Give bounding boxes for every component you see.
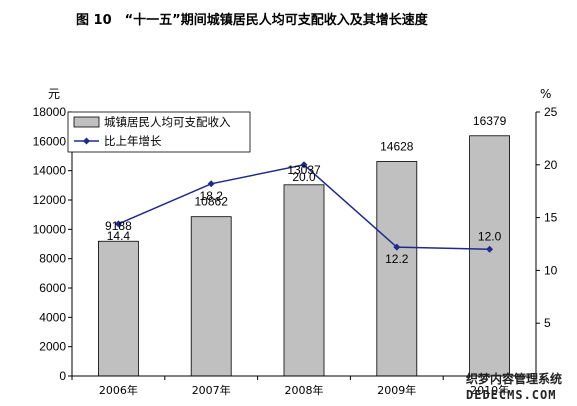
legend-bar-swatch [73, 116, 100, 128]
x-tick-label: 2009年 [377, 383, 416, 397]
line-point [114, 220, 122, 228]
bar-value-label: 10862 [195, 195, 229, 209]
legend-bar-label: 城镇居民人均可支配收入 [104, 115, 231, 129]
left-tick-label: 0 [59, 369, 66, 383]
line-value-label: 20.0 [292, 170, 316, 184]
line-point [393, 243, 401, 251]
watermark-line1: 织梦内容管理系统 [466, 371, 562, 386]
watermark-line2: DEDECMS.COM [466, 388, 556, 402]
left-tick-label: 12000 [33, 193, 67, 207]
legend-line-marker [83, 137, 90, 145]
left-tick-label: 14000 [33, 164, 67, 178]
bar [190, 216, 232, 377]
axes: 0 2000 4000 6000 8000 10000 12000 14000 16000 180… [33, 105, 558, 397]
line-point [300, 161, 308, 169]
left-tick-label: 16000 [33, 134, 67, 148]
right-tick-label: 15 [544, 211, 558, 225]
left-tick-label: 10000 [33, 222, 67, 236]
bar-value-label: 13037 [287, 163, 321, 177]
chart-title: 图 10 “十一五”期间城镇居民人均可支配收入及其增长速度 [76, 12, 429, 28]
x-tick-label: 2006年 [99, 383, 138, 397]
bar [376, 161, 418, 377]
watermark: 织梦内容管理系统 DEDECMS.COM [466, 371, 562, 402]
bar-value-label: 16379 [473, 114, 507, 128]
bar-value-label: 9188 [105, 219, 132, 233]
right-axis-unit: % [540, 87, 551, 101]
legend-line-label: 比上年增长 [104, 134, 162, 148]
left-tick-label: 2000 [39, 340, 66, 354]
right-tick-label: 25 [544, 105, 558, 119]
line-series [114, 161, 494, 253]
legend: 城镇居民人均可支配收入 比上年增长 [67, 111, 251, 153]
right-tick-label: 20 [544, 158, 558, 172]
bar-series [98, 135, 511, 377]
left-axis-unit: 元 [48, 87, 60, 101]
line-point [486, 245, 494, 253]
left-tick-label: 8000 [39, 252, 66, 266]
right-tick-label: 10 [544, 263, 558, 277]
x-tick-label: 2007年 [192, 383, 231, 397]
bar [283, 184, 325, 377]
data-labels: 9188 10862 13037 14628 16379 14.4 18.2 20.0 12.2… [105, 114, 507, 266]
left-tick-label: 6000 [39, 281, 66, 295]
left-tick-label: 4000 [39, 310, 66, 324]
line-value-label: 12.0 [478, 229, 502, 243]
bar [469, 135, 511, 377]
x-tick-label: 2010年 [470, 383, 509, 397]
x-tick-label: 2008年 [285, 383, 324, 397]
line-point [207, 180, 215, 188]
line-value-label: 18.2 [200, 189, 224, 203]
line-value-label: 14.4 [107, 229, 131, 243]
left-tick-label: 18000 [33, 105, 67, 119]
bar-value-label: 14628 [380, 139, 414, 153]
right-tick-label: 5 [544, 316, 551, 330]
line-value-label: 12.2 [385, 252, 409, 266]
bar [98, 240, 139, 377]
